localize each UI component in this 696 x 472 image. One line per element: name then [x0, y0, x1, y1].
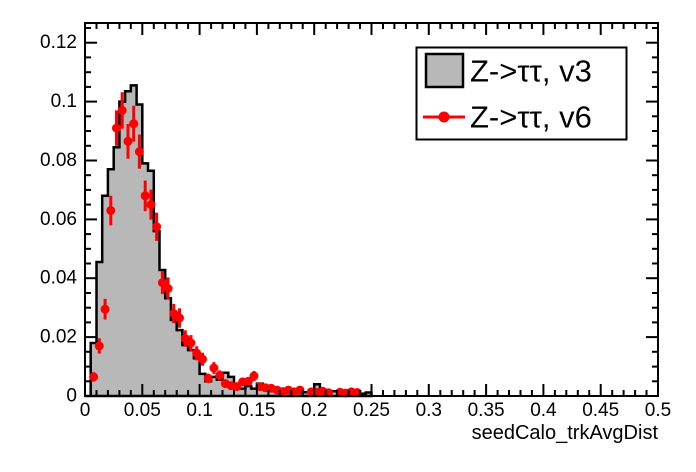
y-tick-label: 0.1	[51, 91, 77, 112]
x-tick-label: 0.2	[301, 400, 327, 421]
y-tick-label: 0.02	[40, 327, 77, 348]
x-tick-label: 0.05	[124, 400, 161, 421]
legend-label-v3: Z->ττ, v3	[470, 54, 592, 89]
y-tick-label: 0	[66, 386, 77, 407]
legend: Z->ττ, v3 Z->ττ, v6	[415, 46, 628, 141]
plot-generated-layers: 0 0.05 0.1 0.15 0.2 0.25 0.3 0.35 0.4 0.45 0.5 0 0.0…	[40, 22, 671, 421]
y-tick-label: 0.08	[40, 150, 77, 171]
legend-label-v6: Z->ττ, v6	[470, 100, 592, 135]
x-tick-label: 0.25	[353, 400, 390, 421]
x-tick-label: 0.1	[186, 400, 212, 421]
x-tick-label: 0.35	[468, 400, 505, 421]
x-tick-label: 0.4	[530, 400, 557, 421]
legend-marker-v6	[438, 111, 450, 123]
x-tick-label: 0.45	[582, 400, 619, 421]
x-tick-label: 0.3	[416, 400, 442, 421]
x-tick-label: 0	[80, 400, 91, 421]
axis-tick-labels: 0 0.05 0.1 0.15 0.2 0.25 0.3 0.35 0.4 0.45 0.5 0 0.0…	[40, 32, 671, 421]
x-tick-label: 0.15	[238, 400, 275, 421]
y-tick-label: 0.12	[40, 32, 77, 53]
y-tick-label: 0.06	[40, 209, 77, 230]
x-axis-title: seedCalo_trkAvgDist	[472, 422, 659, 444]
axis-ticks	[85, 23, 659, 396]
y-tick-label: 0.04	[40, 268, 77, 289]
x-tick-label: 0.5	[645, 400, 671, 421]
legend-swatch-v3	[424, 52, 465, 89]
